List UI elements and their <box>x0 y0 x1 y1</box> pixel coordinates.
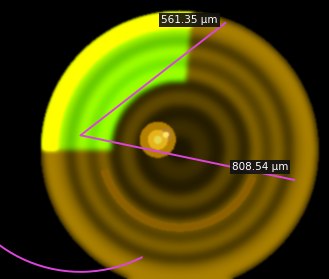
Text: 561.35 μm: 561.35 μm <box>161 15 217 25</box>
Text: 808.54 μm: 808.54 μm <box>232 162 288 172</box>
